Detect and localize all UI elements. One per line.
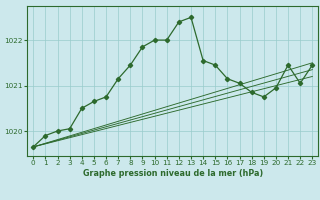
X-axis label: Graphe pression niveau de la mer (hPa): Graphe pression niveau de la mer (hPa): [83, 169, 263, 178]
